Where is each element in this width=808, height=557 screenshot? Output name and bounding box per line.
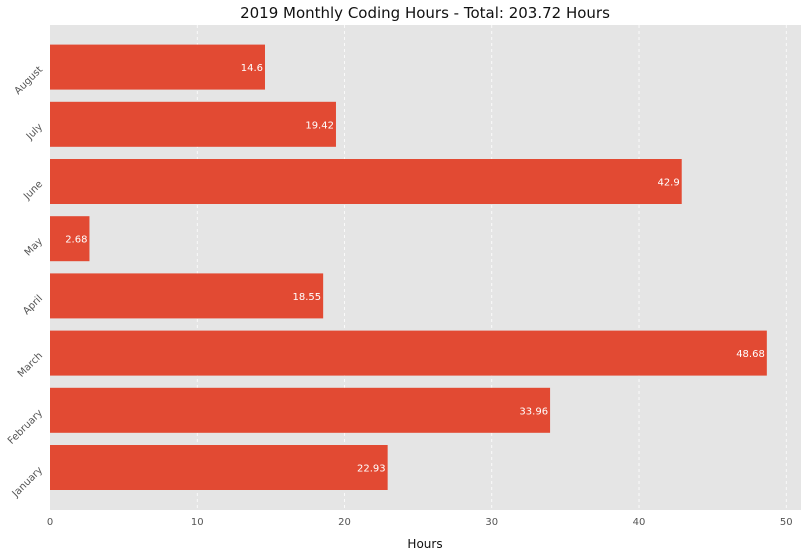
x-tick-label: 10	[191, 517, 204, 528]
y-tick-label-january: January	[10, 465, 45, 500]
bar-april	[50, 273, 324, 319]
y-tick-label-may: May	[23, 236, 45, 258]
bar-label-june: 42.9	[657, 178, 679, 189]
x-tick-labels: 0 10 20 30 40 50	[47, 517, 793, 528]
bar-label-february: 33.96	[519, 406, 548, 417]
x-tick-label: 40	[633, 517, 646, 528]
bars	[50, 44, 767, 490]
bar-label-may: 2.68	[65, 235, 87, 246]
bar-june	[50, 159, 682, 204]
x-tick-label: 30	[485, 517, 498, 528]
y-tick-label-july: July	[24, 122, 45, 143]
y-tick-label-february: February	[6, 408, 45, 447]
bar-label-august: 14.6	[241, 63, 263, 74]
bar-may	[50, 216, 90, 262]
x-tick-label: 0	[47, 517, 53, 528]
bar-march	[50, 330, 767, 376]
y-tick-label-april: April	[21, 293, 45, 317]
x-axis-label: Hours	[407, 537, 442, 551]
y-tick-label-august: August	[13, 64, 46, 97]
y-tick-label-march: March	[16, 350, 45, 379]
bar-label-january: 22.93	[357, 464, 386, 475]
bar-july	[50, 101, 336, 147]
plot-area	[50, 25, 801, 510]
x-tick-label: 20	[338, 517, 351, 528]
bar-label-april: 18.55	[293, 292, 322, 303]
bar-february	[50, 387, 551, 433]
bar-august	[50, 44, 265, 90]
bar-value-labels: 22.93 33.96 48.68 18.55 2.68 42.9 19.42 14.6	[65, 63, 765, 474]
y-tick-label-june: June	[21, 179, 45, 203]
bar-january	[50, 445, 388, 490]
x-tick-label: 50	[780, 517, 793, 528]
bar-label-march: 48.68	[736, 349, 765, 360]
y-tick-labels: January February March April May June July Augu…	[6, 64, 45, 500]
bar-label-july: 19.42	[305, 120, 334, 131]
chart-title: 2019 Monthly Coding Hours - Total: 203.7…	[240, 4, 610, 22]
